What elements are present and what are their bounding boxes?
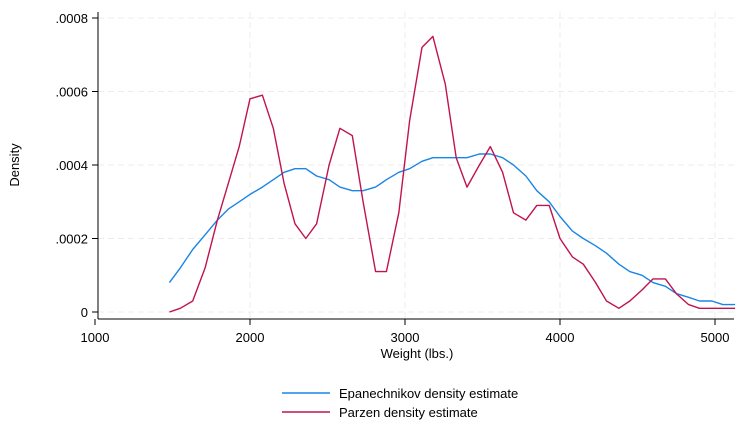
legend: Epanechnikov density estimate Parzen den… — [282, 386, 518, 420]
legend-label-epanechnikov: Epanechnikov density estimate — [339, 386, 518, 401]
x-tick-label: 2000 — [236, 330, 265, 345]
y-tick-label: .0006 — [55, 85, 88, 100]
series-lines — [168, 35, 736, 313]
y-tick-label: .0004 — [55, 158, 88, 173]
epanechnikov-density-line — [168, 153, 736, 306]
y-tick-label: .0008 — [55, 11, 88, 26]
grid-lines — [98, 12, 734, 319]
x-tick-label: 1000 — [81, 330, 110, 345]
x-tick-label: 3000 — [391, 330, 420, 345]
y-axis-title: Density — [7, 143, 22, 187]
y-tick-label: .0002 — [55, 232, 88, 247]
parzen-density-line — [169, 35, 736, 313]
x-tick-label: 5000 — [701, 330, 730, 345]
tick-labels: 1000 2000 3000 4000 5000 0 .0002 .0004 .0006 .000… — [55, 11, 729, 345]
x-tick-label: 4000 — [546, 330, 575, 345]
y-tick-label: 0 — [81, 305, 88, 320]
axes — [92, 12, 734, 325]
legend-label-parzen: Parzen density estimate — [339, 405, 478, 420]
x-axis-title: Weight (lbs.) — [381, 346, 454, 361]
